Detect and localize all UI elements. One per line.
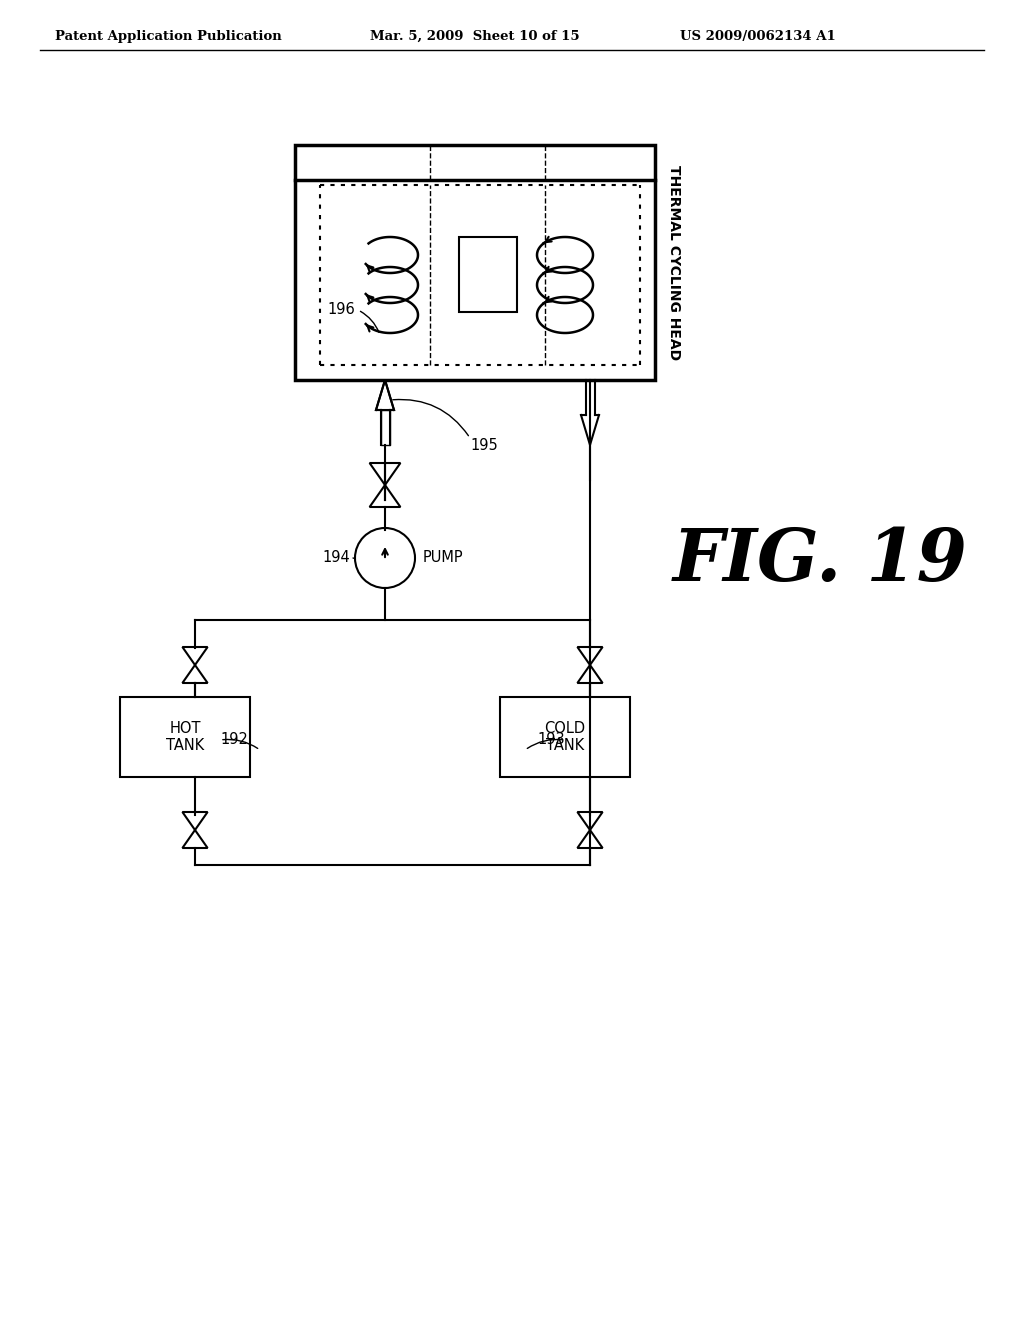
Text: 195: 195 [470, 438, 498, 453]
Text: PUMP: PUMP [423, 550, 464, 565]
Bar [381, 411, 389, 445]
Text: COLD
TANK: COLD TANK [545, 721, 586, 754]
Text: Patent Application Publication: Patent Application Publication [55, 30, 282, 44]
Text: 196: 196 [328, 302, 355, 318]
Text: 192: 192 [220, 733, 248, 747]
Bar [500, 697, 630, 777]
Bar [120, 697, 250, 777]
Text: HOT
TANK: HOT TANK [166, 721, 204, 754]
Text: THERMAL CYCLING HEAD: THERMAL CYCLING HEAD [667, 165, 681, 360]
Text: FIG. 19: FIG. 19 [673, 524, 968, 595]
Bar [459, 238, 517, 312]
Text: Mar. 5, 2009  Sheet 10 of 15: Mar. 5, 2009 Sheet 10 of 15 [370, 30, 580, 44]
Text: 193: 193 [538, 733, 565, 747]
Text: US 2009/0062134 A1: US 2009/0062134 A1 [680, 30, 836, 44]
Bar [295, 145, 655, 380]
Text: 194: 194 [323, 550, 350, 565]
